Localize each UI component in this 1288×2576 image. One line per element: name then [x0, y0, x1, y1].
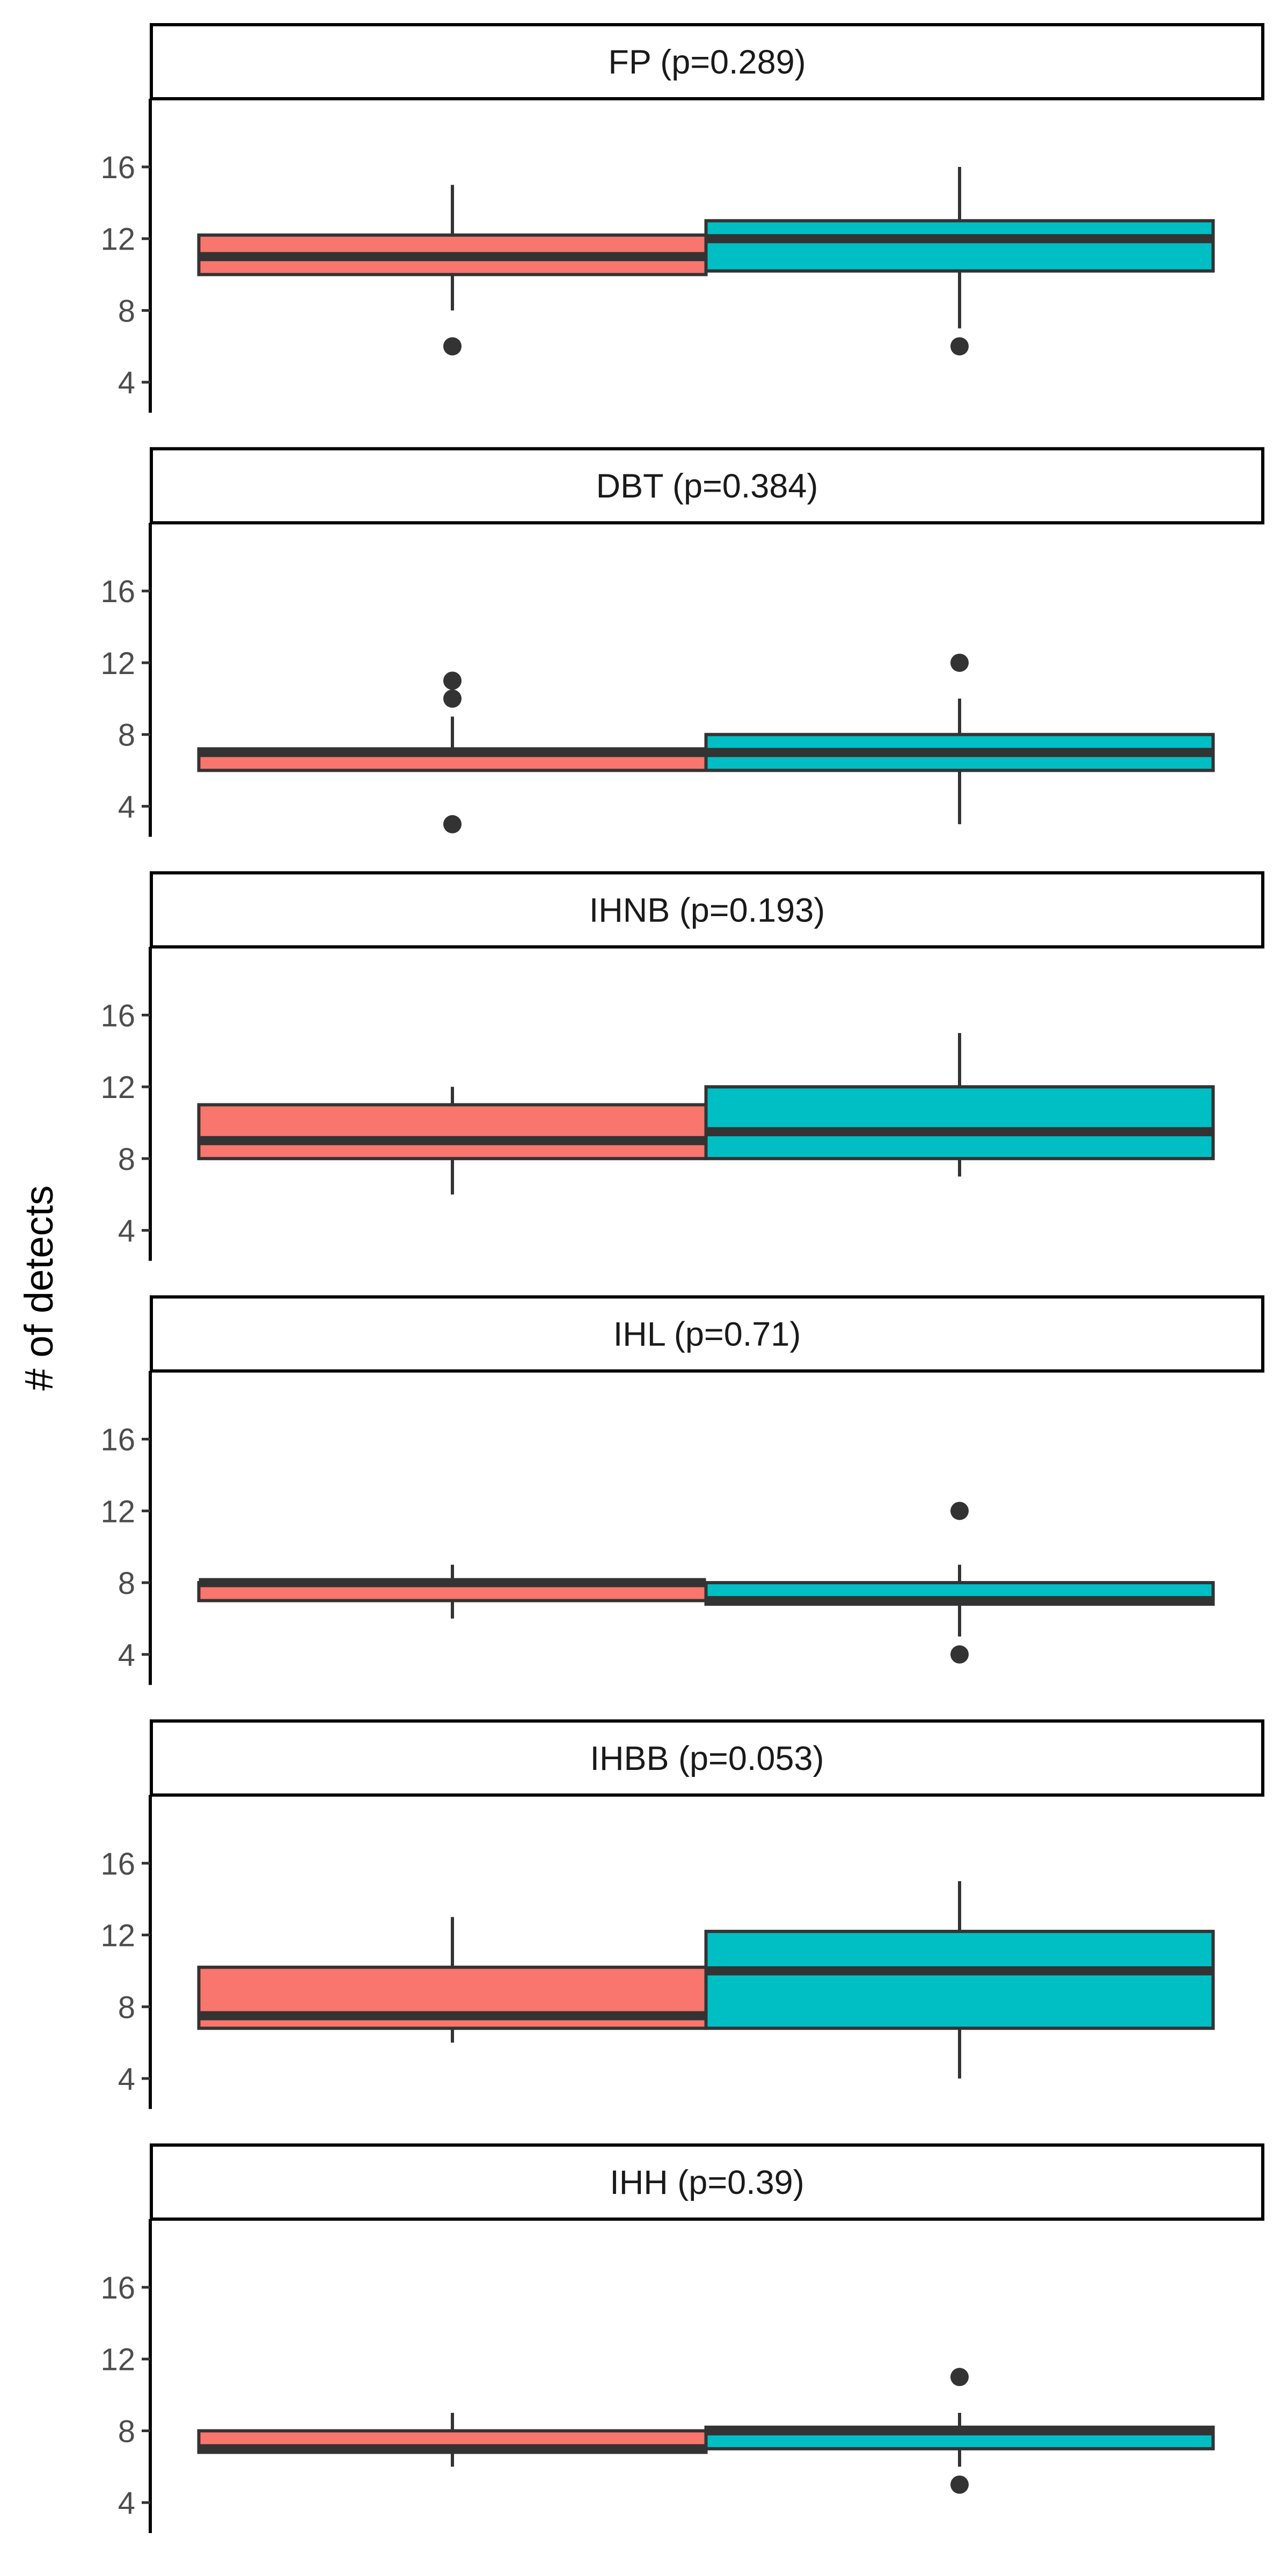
facet-strip-title: IHBB (p=0.053) — [590, 1740, 824, 1777]
y-tick-label: 8 — [118, 1990, 135, 2025]
box-group-1 — [197, 1917, 708, 2043]
box-group-1 — [197, 1087, 708, 1195]
y-tick-label: 12 — [100, 1494, 135, 1529]
box — [197, 1103, 708, 1160]
y-tick-label: 4 — [118, 1214, 135, 1249]
box — [704, 219, 1215, 273]
y-tick-label: 12 — [100, 2343, 135, 2377]
panel-2: DBT (p=0.384) 4 8 12 16 — [100, 447, 1264, 837]
facet-strip — [150, 871, 1264, 949]
y-tick-label: 4 — [118, 1638, 135, 1673]
box-group-2 — [704, 2368, 1215, 2494]
outlier-point — [950, 2475, 969, 2494]
y-tick-label: 16 — [100, 574, 135, 609]
panel-1: FP (p=0.289) 4 8 12 16 — [100, 23, 1264, 413]
y-tick-label: 8 — [118, 1142, 135, 1177]
outlier-point — [443, 815, 462, 833]
y-tick-label: 4 — [118, 2486, 135, 2521]
outlier-point — [443, 337, 462, 356]
panel-6: IHH (p=0.39) 4 8 12 16 — [100, 2143, 1264, 2533]
y-tick-label: 4 — [118, 365, 135, 400]
y-tick-label: 8 — [118, 294, 135, 328]
box-group-1 — [197, 2413, 708, 2467]
facet-strip — [150, 1719, 1264, 1797]
facet-strip — [150, 1295, 1264, 1373]
y-tick-label: 8 — [118, 2414, 135, 2449]
y-tick-label: 12 — [100, 646, 135, 681]
box-group-2 — [704, 1033, 1215, 1177]
y-tick-label: 16 — [100, 1423, 135, 1458]
y-tick-label: 16 — [100, 998, 135, 1033]
y-tick-label: 16 — [100, 1847, 135, 1882]
y-tick-label: 16 — [100, 150, 135, 185]
facet-strip — [150, 2143, 1264, 2221]
outlier-point — [443, 671, 462, 690]
y-tick-label: 12 — [100, 222, 135, 257]
facet-strip-title: IHL (p=0.71) — [613, 1316, 801, 1353]
outlier-point — [950, 337, 969, 356]
panel-4: IHL (p=0.71) 4 8 12 16 — [100, 1295, 1264, 1685]
y-tick-label: 8 — [118, 1566, 135, 1601]
box-group-1 — [197, 1564, 708, 1619]
facet-strip — [150, 23, 1264, 100]
y-tick-label: 12 — [100, 1919, 135, 1953]
facet-strip-title: FP (p=0.289) — [608, 43, 806, 81]
box — [704, 1085, 1215, 1160]
box-group-2 — [704, 1502, 1215, 1664]
panel-3: IHNB (p=0.193) 4 8 12 16 — [100, 871, 1264, 1261]
y-tick-label: 8 — [118, 718, 135, 753]
y-tick-label: 4 — [118, 789, 135, 824]
y-tick-label: 4 — [118, 2062, 135, 2097]
outlier-point — [950, 653, 969, 672]
box-group-2 — [704, 167, 1215, 356]
box-group-1 — [197, 185, 708, 356]
outlier-point — [950, 2368, 969, 2387]
box-group-2 — [704, 1881, 1215, 2079]
box-group-2 — [704, 653, 1215, 824]
facet-strip-title: DBT (p=0.384) — [596, 467, 818, 505]
y-tick-label: 12 — [100, 1070, 135, 1105]
outlier-point — [443, 689, 462, 708]
facet-strip-title: IHNB (p=0.193) — [589, 891, 825, 929]
facet-strip — [150, 447, 1264, 525]
outlier-point — [950, 1502, 969, 1520]
y-axis-label: # of detects — [17, 1185, 61, 1391]
box — [704, 1929, 1215, 2030]
facet-strip-title: IHH (p=0.39) — [610, 2164, 804, 2201]
panel-5: IHBB (p=0.053) 4 8 12 16 — [100, 1719, 1264, 2109]
box-group-1 — [197, 671, 708, 833]
y-tick-label: 16 — [100, 2271, 135, 2306]
outlier-point — [950, 1645, 969, 1664]
